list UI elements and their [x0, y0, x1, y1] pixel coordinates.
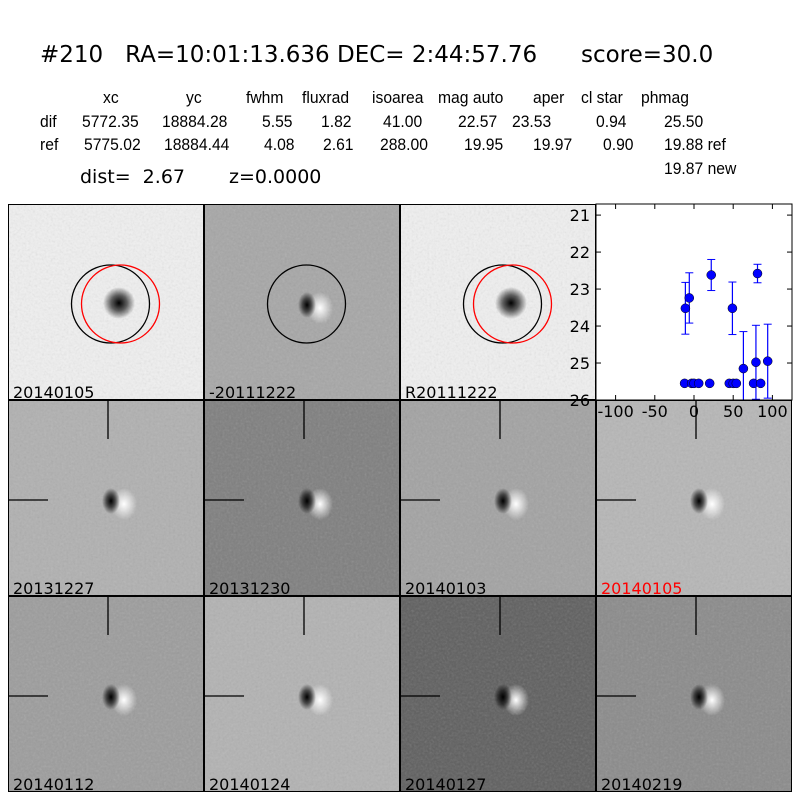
col-header: fwhm [246, 89, 284, 107]
aperture-circle [472, 264, 553, 344]
redshift-value: z=0.0000 [229, 166, 322, 188]
phmag-new: 19.87 new [664, 160, 737, 178]
data-point [693, 378, 704, 389]
cutout-panel: 20140105 [8, 204, 204, 400]
col-header: mag auto [438, 89, 504, 107]
dist-value: dist= 2.67 [80, 166, 185, 188]
panel-date-label: 20140124 [209, 775, 291, 792]
x-tick-label: 50 [723, 402, 743, 421]
cell: 5.55 [262, 113, 293, 131]
negative-residual [494, 488, 512, 514]
cell: 1.82 [321, 113, 352, 131]
col-header: cl star [581, 89, 623, 107]
cell: 19.95 [464, 136, 504, 154]
cell: 4.08 [264, 136, 295, 154]
panel-date-label: 20140103 [405, 579, 487, 596]
cutout-panel: -20111222 [204, 204, 400, 400]
data-point [684, 293, 695, 303]
panel-date-label: 20140105 [13, 383, 95, 400]
aperture-circle [70, 264, 151, 344]
cell: 19.97 [533, 136, 573, 154]
panel-date-label: 20140219 [601, 775, 683, 792]
panel-date-label: -20111222 [209, 383, 297, 400]
data-point [762, 356, 773, 366]
data-point [731, 378, 742, 389]
negative-residual [494, 684, 512, 710]
cell: 2.61 [323, 136, 354, 154]
star-source [103, 287, 135, 319]
cell: 5775.02 [84, 136, 141, 154]
figure-title: #210 RA=10:01:13.636 DEC= 2:44:57.76 sco… [40, 42, 714, 68]
col-header: isoarea [372, 89, 424, 107]
data-point [680, 303, 691, 314]
aperture-circle [266, 264, 347, 344]
col-header: phmag [641, 89, 689, 107]
cell: 18884.44 [164, 136, 230, 154]
data-point [738, 363, 749, 374]
negative-residual [102, 488, 120, 514]
col-header: xc [103, 89, 119, 107]
y-tick-label: 26 [570, 391, 590, 410]
negative-residual [298, 292, 316, 318]
cutout-panel: 20140112 [8, 596, 204, 792]
x-tick-label: 100 [757, 402, 788, 421]
cutout-panel: 20140127 [400, 596, 596, 792]
cutout-panel: 20140219 [596, 596, 792, 792]
col-header: fluxrad [302, 89, 350, 107]
cutout-panel: 20140105 [596, 400, 792, 596]
aperture-circle [462, 264, 543, 344]
plot-background [596, 204, 792, 400]
x-tick-label: -50 [642, 402, 668, 421]
cell: 25.50 [664, 113, 704, 131]
cell: 18884.28 [162, 113, 228, 131]
panel-date-label: 20140112 [13, 775, 95, 792]
x-tick-label: 0 [689, 402, 699, 421]
data-point [751, 357, 761, 368]
star-source [495, 287, 527, 319]
y-tick-label: 22 [570, 243, 590, 262]
cell: 22.57 [458, 113, 498, 131]
cutout-panel: R20111222 [400, 204, 596, 400]
cell: 19.88 ref [664, 136, 726, 154]
x-tick-label: -100 [597, 402, 633, 421]
cutout-panel: 20131230 [204, 400, 400, 596]
negative-residual [690, 488, 708, 514]
cutout-panel: 20140103 [400, 400, 596, 596]
row-label-ref: ref [40, 136, 59, 154]
negative-residual [298, 488, 316, 514]
panel-date-label: 20131230 [209, 579, 291, 596]
light-curve-plot: 21 22 23 24 25 26 -100 -50 0 50 100 [570, 203, 793, 421]
panel-date-label: 20140127 [405, 775, 487, 792]
negative-residual [298, 684, 316, 710]
data-point [704, 378, 715, 389]
data-point [706, 270, 716, 280]
data-point [755, 378, 766, 389]
panel-date-label: 20131227 [13, 579, 95, 596]
panel-date-label: 20140105 [601, 579, 683, 596]
cutout-panel: 20131227 [8, 400, 204, 596]
panel-date-label: R20111222 [405, 383, 498, 400]
data-point [752, 268, 763, 279]
cell: 41.00 [383, 113, 423, 131]
y-tick-label: 25 [570, 354, 590, 373]
col-header: yc [186, 89, 202, 107]
negative-residual [102, 684, 120, 710]
y-tick-label: 23 [570, 280, 590, 299]
cell: 0.90 [603, 136, 634, 154]
cell: 23.53 [512, 113, 552, 131]
data-point [727, 303, 738, 314]
cell: 288.00 [380, 136, 428, 154]
cutout-panel: 20140124 [204, 596, 400, 792]
cell: 5772.35 [82, 113, 139, 131]
cell: 0.94 [596, 113, 627, 131]
plot-frame [595, 203, 793, 401]
y-tick-label: 21 [570, 206, 590, 225]
negative-residual [690, 684, 708, 710]
row-label-dif: dif [40, 113, 57, 131]
col-header: aper [533, 89, 565, 107]
aperture-circle [80, 264, 161, 344]
y-tick-label: 24 [570, 317, 590, 336]
